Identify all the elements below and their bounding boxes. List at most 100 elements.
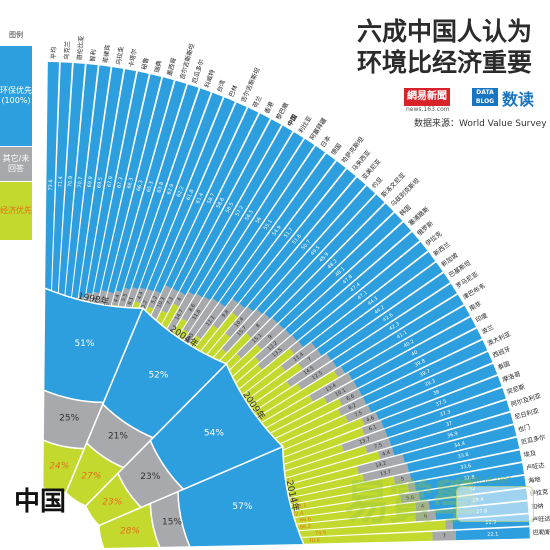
label-env-22: 55.1: [263, 219, 274, 232]
bar-other-49: [356, 454, 405, 474]
page-title: 六成中国人认为 环境比经济重要: [326, 16, 532, 78]
bar-env-43: [368, 351, 493, 413]
legend-env: 环保优先(100%): [0, 46, 32, 146]
label-env-35: 44.2: [373, 304, 386, 315]
label-other-20: 8.6: [188, 303, 197, 313]
bar-env-4: [71, 65, 111, 298]
bar-other-53: [400, 492, 420, 504]
bar-env-11: [124, 84, 199, 290]
label-econ-55: 66.2: [300, 524, 312, 531]
label-env-8: 66.3: [126, 177, 134, 189]
china-env-0: [42, 286, 144, 404]
label-other-47: 7.5: [374, 442, 383, 450]
label-env-18: 58.5: [225, 202, 236, 215]
label-env-25: 51.6: [291, 233, 303, 245]
label-econ-53: 62.4: [292, 510, 304, 518]
bar-other-35: [298, 349, 322, 370]
bar-other-30: [256, 323, 284, 350]
label-env-13: 62.2: [176, 186, 186, 199]
label-env-41: 39.8: [414, 358, 427, 368]
bar-other-24: [212, 298, 239, 329]
bar-env-41: [358, 328, 482, 397]
china-env-label-1: 52%: [148, 371, 168, 381]
bar-env-30: [278, 212, 403, 330]
bar-other-54: [415, 500, 430, 512]
bar-other-26: [225, 306, 254, 338]
label-other-35: 7: [307, 356, 313, 363]
country-label-54: 伊拉克: [529, 488, 548, 498]
label-env-40: 40: [410, 350, 418, 358]
legend: 图例 环保优先(100%) 其它/未回答 经济优先: [0, 30, 32, 242]
country-label-52: 卢旺达: [525, 461, 545, 472]
country-label-3: 智利: [89, 49, 98, 62]
label-env-46: 37.3: [439, 409, 451, 418]
label-env-52: 32.8: [463, 474, 475, 482]
label-env-43: 39.3: [424, 378, 437, 388]
bar-env-27: [256, 185, 376, 315]
label-env-17: 58.6: [215, 197, 225, 210]
country-label-49: 也门: [517, 423, 531, 434]
label-other-42: 8.2: [348, 403, 358, 412]
label-env-27: 49.5: [310, 245, 322, 257]
bar-env-49: [402, 425, 517, 463]
label-env-20: 56.5: [244, 209, 255, 222]
label-env-2: 70.9: [67, 176, 74, 188]
title-line-1: 六成中国人认为: [356, 17, 532, 46]
label-other-11: 5.5: [121, 293, 129, 302]
bar-other-11: [118, 287, 131, 308]
country-label-57: 巴勒斯坦: [533, 528, 550, 537]
label-econ-57: 70.9: [309, 538, 320, 544]
china-env-2: [149, 362, 285, 491]
bar-other-29: [236, 317, 278, 359]
bar-env-46: [384, 388, 506, 438]
china-other-label-2: 23%: [140, 472, 160, 482]
label-other-22: 27.5: [184, 332, 195, 345]
bar-other-21: [183, 296, 210, 333]
label-env-38: 41.1: [396, 330, 409, 341]
legend-header: 图例: [9, 31, 23, 39]
bar-other-39: [309, 372, 353, 402]
label-other-24: 9.8: [221, 309, 231, 319]
bar-env-34: [311, 252, 436, 349]
bar-env-45: [380, 375, 502, 429]
label-other-43: 7.5: [354, 410, 364, 419]
label-env-15: 61.4: [195, 192, 205, 205]
bar-other-16: [150, 285, 172, 320]
label-other-13: 4.4: [136, 291, 144, 301]
label-other-53: 5.6: [406, 495, 415, 502]
label-other-27: 15.7: [236, 325, 248, 337]
bar-env-42: [362, 340, 488, 405]
bar-env-10: [115, 80, 187, 293]
bar-env-5: [78, 67, 124, 298]
bar-env-50: [407, 437, 520, 473]
bar-env-15: [154, 102, 247, 294]
label-other-32: 13.5: [271, 347, 283, 359]
label-other-23: 12.1: [205, 315, 216, 328]
bar-other-52: [407, 482, 416, 493]
label-econ-51: 61.4: [288, 497, 300, 505]
country-label-51: 埃及: [523, 449, 537, 459]
bar-env-12: [132, 88, 211, 290]
label-env-7: 67.3: [116, 177, 124, 189]
bar-env-33: [298, 241, 428, 348]
label-env-44: 38: [432, 389, 440, 397]
bar-env-9: [108, 77, 174, 294]
label-env-11: 63.8: [156, 181, 165, 193]
bar-env-28: [264, 194, 385, 319]
bar-env-14: [147, 97, 235, 292]
bar-other-51: [393, 473, 412, 485]
country-label-1: 乌克兰: [63, 41, 72, 60]
bar-env-32: [292, 231, 420, 341]
label-other-17: 7.3: [166, 296, 175, 306]
bar-other-57: [432, 530, 457, 541]
label-env-23: 54.9: [271, 225, 282, 238]
country-label-13: 台湾: [215, 79, 227, 93]
label-other-19: 14.7: [174, 309, 185, 322]
bar-env-18: [179, 119, 282, 295]
label-env-12: 62.9: [166, 183, 175, 196]
label-env-33: 47.1: [356, 290, 368, 302]
bar-env-36: [326, 272, 450, 361]
bar-env-52: [414, 463, 525, 492]
label-env-45: 37.5: [435, 398, 448, 407]
